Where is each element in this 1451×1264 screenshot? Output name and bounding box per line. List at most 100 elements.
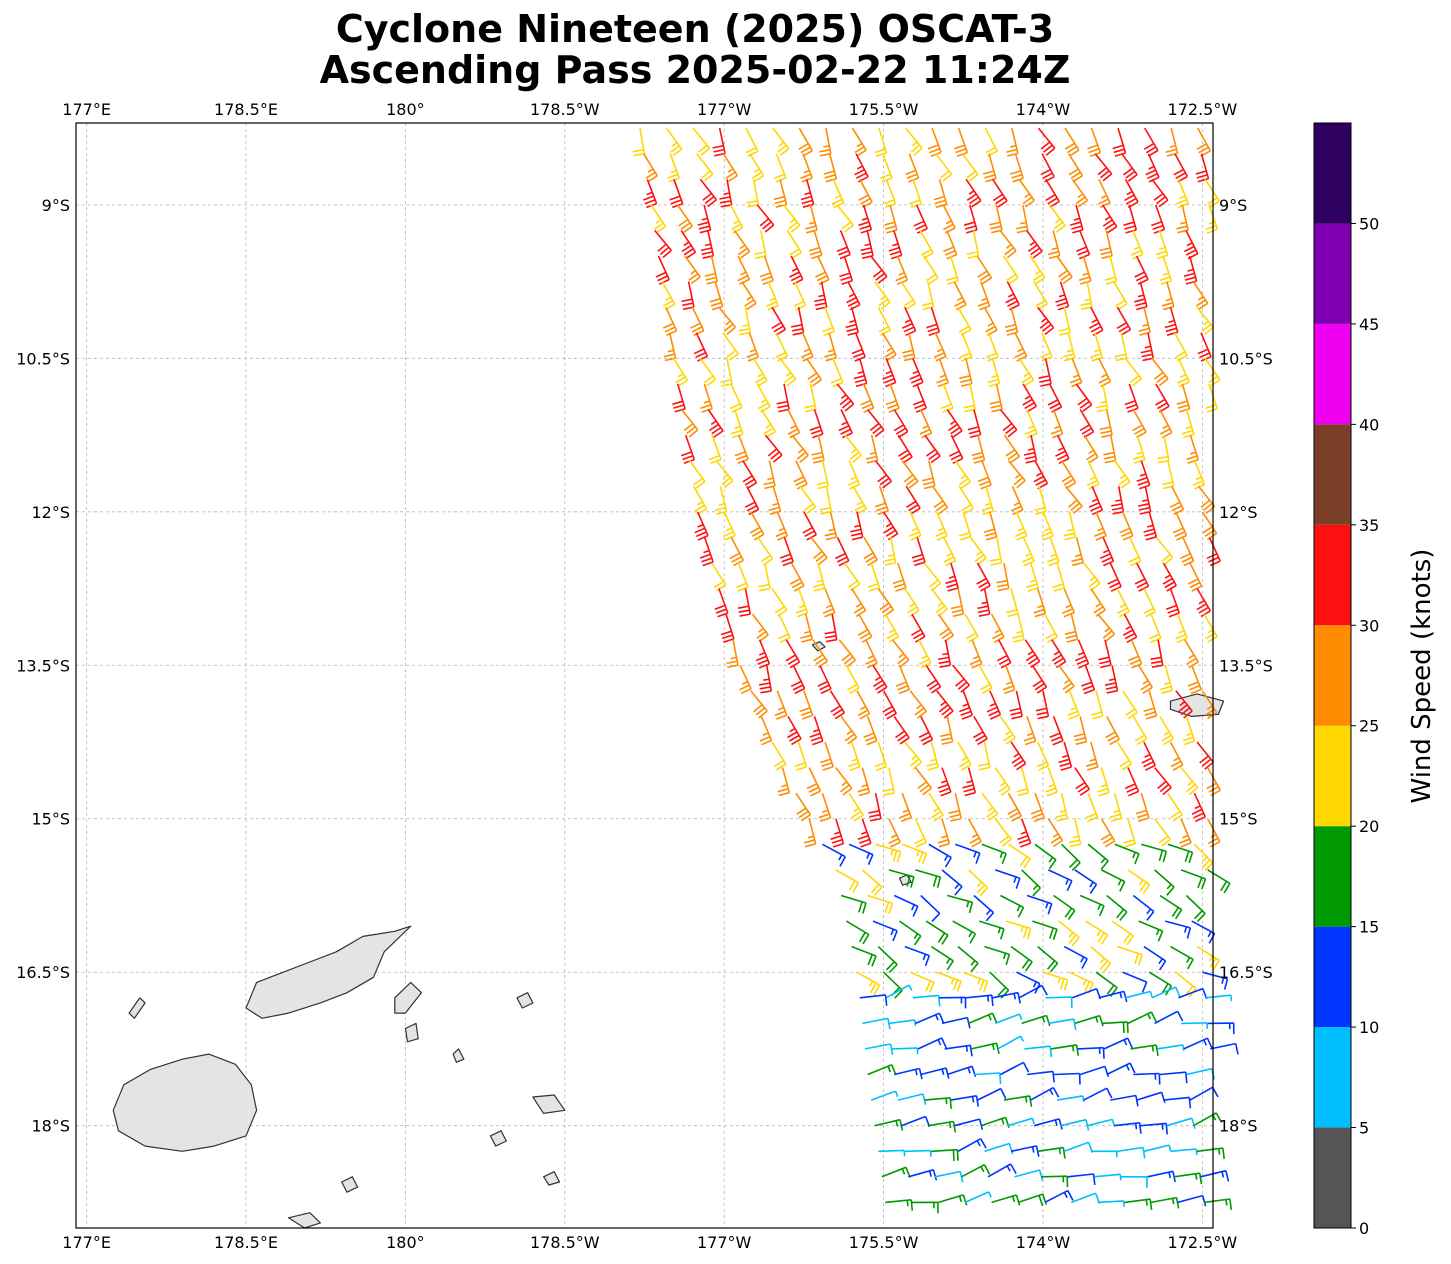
wind-barb xyxy=(867,562,881,592)
wind-barb xyxy=(1151,986,1181,999)
wind-barb xyxy=(911,537,926,567)
wind-barb xyxy=(1025,229,1043,259)
wind-barb-shape xyxy=(1166,1117,1196,1129)
wind-barb xyxy=(870,255,888,284)
wind-barb-shape xyxy=(846,281,861,311)
wind-barb-shape xyxy=(1181,409,1195,439)
wind-barb-shape xyxy=(798,127,813,157)
wind-barb-shape xyxy=(934,1170,964,1183)
wind-barb xyxy=(1079,1065,1110,1078)
longitude-ticks: 177°E 177°E 178.5°E 178.5°E 180° 180° 178.5°W 1… xyxy=(62,100,1237,1252)
wind-barb-shape xyxy=(726,639,739,669)
wind-barb xyxy=(1186,434,1200,464)
wind-barb xyxy=(1021,1014,1051,1027)
wind-barb xyxy=(973,715,988,746)
wind-barb-shape xyxy=(1009,690,1023,720)
wind-barb xyxy=(954,460,972,489)
colorbar-bin-7 xyxy=(1314,424,1351,525)
wind-barb xyxy=(1121,153,1138,182)
wind-barb-shape xyxy=(1060,460,1077,490)
wind-barb-shape xyxy=(922,460,936,490)
wind-barb xyxy=(777,767,791,797)
wind-barb xyxy=(1117,1146,1146,1159)
wind-barb xyxy=(771,306,787,336)
wind-barb xyxy=(1037,945,1059,973)
wind-barb xyxy=(1101,1021,1129,1034)
wind-barb xyxy=(976,255,993,285)
wind-barb xyxy=(952,920,977,944)
wind-barb xyxy=(1023,716,1037,746)
wind-barb xyxy=(1085,792,1099,823)
wind-barb-shape xyxy=(1062,588,1075,618)
wind-barb xyxy=(883,537,897,566)
wind-barb xyxy=(930,945,954,971)
wind-barb xyxy=(1114,460,1131,489)
wind-barb-shape xyxy=(973,894,995,922)
wind-barb-shape xyxy=(1122,971,1148,993)
wind-barb-shape xyxy=(1047,818,1064,848)
wind-barb-shape xyxy=(838,409,853,439)
wind-barb-shape xyxy=(1005,920,1032,940)
wind-barb xyxy=(1073,716,1088,746)
wind-barb-shape xyxy=(1055,793,1069,822)
wind-barb-shape xyxy=(992,178,1008,208)
wind-barb-shape xyxy=(1182,716,1196,746)
lat-tick-right-1: 10.5°S xyxy=(1219,349,1273,368)
wind-barb xyxy=(733,229,751,259)
wind-barb-shape xyxy=(809,409,824,439)
wind-barb-shape xyxy=(923,562,942,591)
wind-barb-shape xyxy=(1099,409,1113,438)
wind-barb xyxy=(1182,716,1196,746)
wind-barb-shape xyxy=(738,307,751,336)
wind-barb-shape xyxy=(902,332,916,362)
wind-barb xyxy=(964,1191,992,1204)
wind-barb-shape xyxy=(642,153,658,183)
wind-barb xyxy=(1164,920,1192,939)
wind-barb xyxy=(1026,894,1053,915)
wind-barb xyxy=(1143,127,1159,157)
wind-barb-shape xyxy=(1101,1021,1129,1034)
wind-barb-shape xyxy=(1204,994,1233,1002)
wind-barb xyxy=(1113,281,1128,311)
wind-barb-shape xyxy=(1143,511,1158,541)
wind-barb xyxy=(1003,255,1019,285)
wind-barb-shape xyxy=(963,204,978,234)
wind-barb xyxy=(865,639,878,669)
wind-barb-shape xyxy=(1206,537,1221,567)
wind-barb xyxy=(1114,843,1140,865)
wind-barb-shape xyxy=(867,1064,897,1076)
wind-barb-shape xyxy=(845,306,859,336)
wind-barb-shape xyxy=(1181,1022,1208,1029)
wind-barb-shape xyxy=(978,664,993,694)
lon-tick-top-4: 177°W xyxy=(697,100,752,119)
wind-barb xyxy=(839,255,854,285)
wind-barb-shape xyxy=(1196,306,1214,336)
lat-tick-left-1: 10.5°S xyxy=(16,349,70,368)
wind-barb-shape xyxy=(1167,843,1194,864)
wind-barb xyxy=(1099,537,1115,567)
wind-barb xyxy=(872,664,888,694)
wind-barb-shape xyxy=(752,357,768,387)
wind-barb xyxy=(1064,485,1083,514)
wind-barb xyxy=(885,984,913,999)
wind-barb xyxy=(1010,741,1027,771)
wind-barb xyxy=(873,281,891,310)
wind-barb-shape xyxy=(1047,383,1063,413)
island-5 xyxy=(532,1094,566,1115)
wind-barb xyxy=(650,204,667,234)
wind-barb xyxy=(822,843,847,867)
wind-barb-shape xyxy=(794,741,808,771)
wind-barb xyxy=(923,255,939,285)
wind-barb xyxy=(1207,1022,1235,1035)
wind-barb xyxy=(1206,767,1221,797)
wind-barb xyxy=(1068,153,1084,183)
wind-barb-shape xyxy=(824,613,838,643)
wind-barb xyxy=(992,991,1021,1004)
wind-barb-shape xyxy=(805,204,818,234)
wind-barb xyxy=(692,485,708,515)
wind-barb-shape xyxy=(932,485,949,515)
wind-barb xyxy=(798,127,813,157)
wind-barb-shape xyxy=(756,383,771,413)
wind-barb xyxy=(1047,818,1064,848)
wind-barb-shape xyxy=(891,639,910,668)
